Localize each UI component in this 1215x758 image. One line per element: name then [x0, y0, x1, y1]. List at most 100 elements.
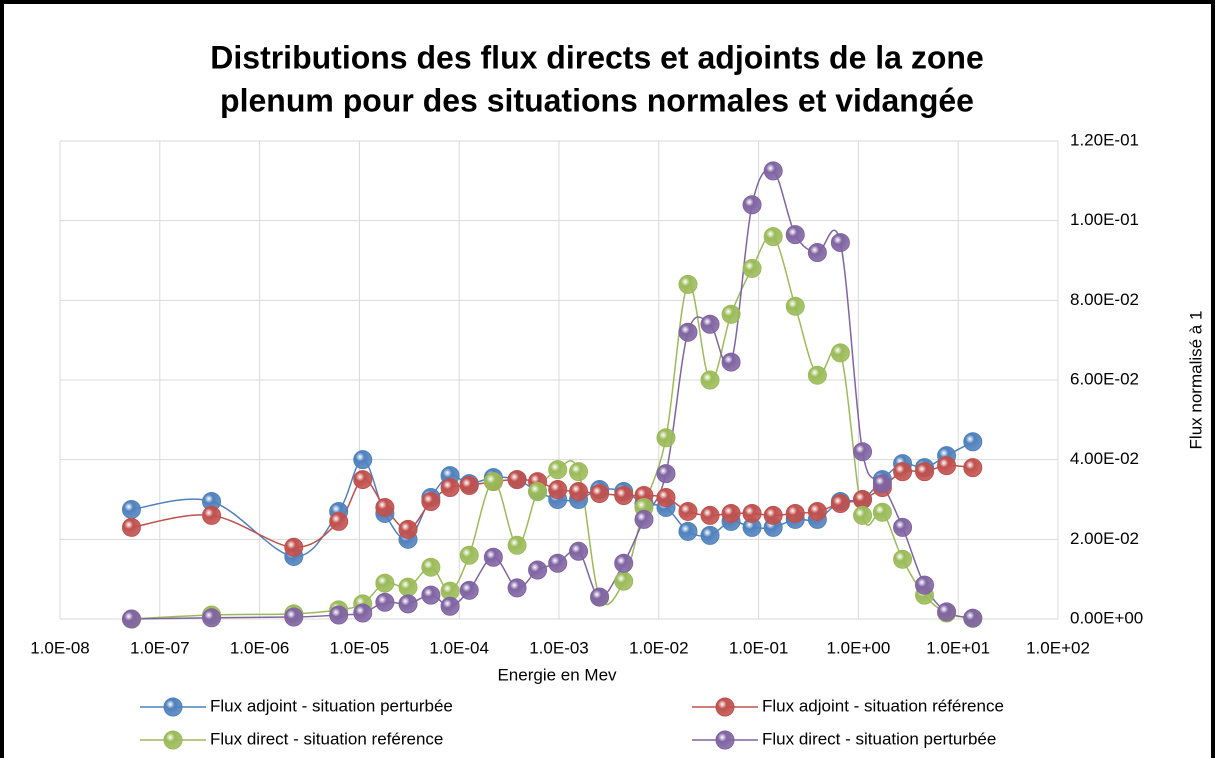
marker	[614, 486, 634, 506]
marker	[678, 322, 698, 342]
marker	[763, 161, 783, 181]
marker	[121, 499, 141, 519]
marker	[421, 585, 441, 605]
marker	[700, 505, 720, 525]
x-tick-label: 1.0E-02	[629, 638, 689, 657]
legend-marker	[163, 730, 183, 750]
marker	[459, 545, 479, 565]
y-tick-label: 1.00E-01	[1070, 210, 1139, 229]
marker	[678, 521, 698, 541]
marker	[915, 575, 935, 595]
marker	[440, 478, 460, 498]
x-tick-label: 1.0E-07	[130, 638, 190, 657]
marker	[937, 456, 957, 476]
legend-label: Flux adjoint - situation référence	[762, 696, 1004, 715]
marker	[700, 525, 720, 545]
marker	[915, 462, 935, 482]
marker	[893, 517, 913, 537]
marker	[785, 503, 805, 523]
marker	[830, 493, 850, 513]
y-tick-label: 1.20E-01	[1070, 130, 1139, 149]
marker	[614, 571, 634, 591]
marker	[678, 274, 698, 294]
marker	[656, 488, 676, 508]
marker	[590, 587, 610, 607]
marker	[830, 233, 850, 253]
legend-label: Flux direct - situation perturbée	[762, 729, 996, 748]
marker	[656, 464, 676, 484]
x-tick-label: 1.0E-08	[30, 638, 90, 657]
marker	[893, 462, 913, 482]
marker	[398, 577, 418, 597]
marker	[785, 296, 805, 316]
marker	[421, 557, 441, 577]
y-axis-title: Flux normalisé à 1	[1186, 311, 1205, 450]
marker	[872, 474, 892, 494]
marker	[202, 505, 222, 525]
marker	[569, 541, 589, 561]
x-axis-title: Energie en Mev	[497, 665, 617, 684]
marker	[421, 491, 441, 511]
x-tick-label: 1.0E-06	[230, 638, 290, 657]
marker	[721, 304, 741, 324]
marker	[656, 428, 676, 448]
marker	[830, 343, 850, 363]
x-tick-label: 1.0E+01	[926, 638, 990, 657]
marker	[853, 505, 873, 525]
marker	[375, 592, 395, 612]
x-tick-label: 1.0E-05	[330, 638, 390, 657]
marker	[440, 596, 460, 616]
y-tick-label: 0.00E+00	[1070, 608, 1143, 627]
marker	[284, 607, 304, 627]
marker	[353, 603, 373, 623]
marker	[507, 578, 527, 598]
marker	[763, 227, 783, 247]
marker	[763, 505, 783, 525]
marker	[398, 519, 418, 539]
marker	[590, 484, 610, 504]
marker	[721, 352, 741, 372]
marker	[872, 502, 892, 522]
marker	[853, 442, 873, 462]
y-tick-label: 8.00E-02	[1070, 290, 1139, 309]
marker	[893, 549, 913, 569]
marker	[483, 547, 503, 567]
marker	[807, 243, 827, 263]
marker	[548, 553, 568, 573]
marker	[614, 553, 634, 573]
marker	[963, 458, 983, 478]
marker	[459, 476, 479, 496]
marker	[742, 258, 762, 278]
marker	[678, 501, 698, 521]
marker	[548, 480, 568, 500]
marker	[507, 470, 527, 490]
legend-label: Flux adjoint - situation perturbée	[210, 696, 453, 715]
marker	[807, 365, 827, 385]
x-tick-label: 1.0E-01	[729, 638, 789, 657]
marker	[548, 460, 568, 480]
chart-title: Distributions des flux directs et adjoin…	[210, 39, 983, 75]
y-tick-label: 2.00E-02	[1070, 529, 1139, 548]
marker	[202, 608, 222, 628]
marker	[459, 580, 479, 600]
marker	[528, 560, 548, 580]
y-tick-label: 6.00E-02	[1070, 369, 1139, 388]
legend-marker	[163, 697, 183, 717]
marker	[700, 370, 720, 390]
marker	[329, 511, 349, 531]
marker	[353, 470, 373, 490]
marker	[121, 609, 141, 629]
marker	[507, 535, 527, 555]
marker	[853, 490, 873, 509]
y-tick-label: 4.00E-02	[1070, 449, 1139, 468]
x-tick-label: 1.0E+02	[1026, 638, 1090, 657]
marker	[742, 503, 762, 523]
marker	[742, 195, 762, 215]
x-tick-label: 1.0E+00	[826, 638, 890, 657]
marker	[528, 482, 548, 502]
x-tick-label: 1.0E-04	[429, 638, 489, 657]
marker	[963, 432, 983, 452]
